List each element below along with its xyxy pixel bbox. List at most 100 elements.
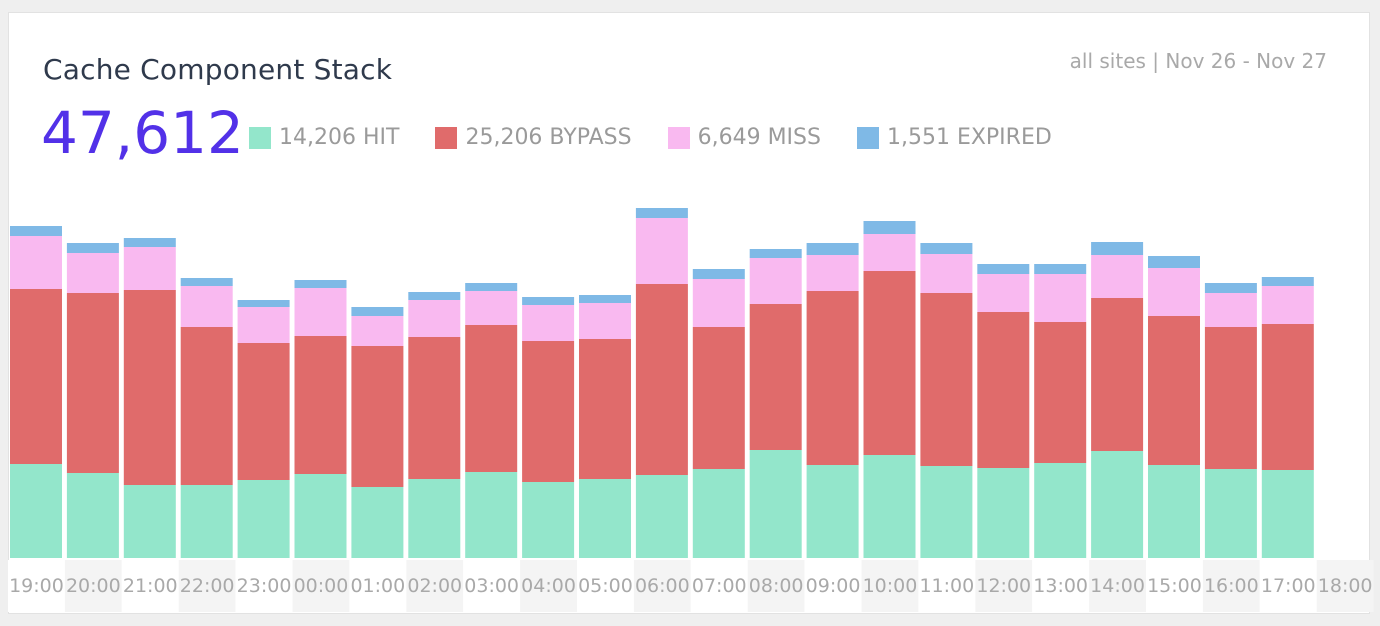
x-tick-label: 14:00 [1090,575,1145,597]
bar-segment-bypass[interactable] [123,290,176,485]
bar-segment-hit[interactable] [977,468,1030,558]
bar-segment-miss[interactable] [692,279,745,327]
bar-segment-hit[interactable] [465,472,518,558]
bar-segment-miss[interactable] [10,236,62,289]
bar-segment-hit[interactable] [123,485,176,558]
bar-segment-expired[interactable] [579,295,631,303]
bar-segment-expired[interactable] [863,221,916,234]
bar-segment-miss[interactable] [66,253,119,293]
bar-segment-miss[interactable] [579,303,631,339]
bar-segment-expired[interactable] [920,243,973,254]
bar-segment-expired[interactable] [351,307,404,316]
bar-segment-expired[interactable] [806,243,859,255]
bar-segment-hit[interactable] [10,464,62,558]
bar-segment-expired[interactable] [10,226,62,236]
bar-segment-bypass[interactable] [635,284,688,475]
bar-segment-hit[interactable] [635,475,688,558]
bar-segment-expired[interactable] [123,238,176,247]
bar-segment-bypass[interactable] [294,336,347,474]
bar-segment-hit[interactable] [1204,469,1257,558]
bar-segment-miss[interactable] [1091,255,1144,298]
bar-segment-miss[interactable] [635,218,688,284]
bar-segment-miss[interactable] [123,247,176,290]
bar-segment-miss[interactable] [522,305,575,341]
bar-segment-miss[interactable] [180,286,233,327]
bar-segment-bypass[interactable] [920,293,973,466]
bar-segment-expired[interactable] [294,280,347,288]
legend-item-hit[interactable]: 14,206 HIT [249,125,399,150]
bar-segment-hit[interactable] [408,479,461,558]
bar-segment-miss[interactable] [1261,286,1314,324]
bar-segment-expired[interactable] [1091,242,1144,255]
legend-item-expired[interactable]: 1,551 EXPIRED [856,125,1052,150]
bar-segment-expired[interactable] [692,269,745,279]
bar-segment-bypass[interactable] [10,289,62,464]
bar-segment-hit[interactable] [351,487,404,558]
bar-segment-bypass[interactable] [579,339,631,479]
bar-segment-expired[interactable] [1204,283,1257,293]
bar-segment-hit[interactable] [692,469,745,558]
bar-segment-miss[interactable] [806,255,859,291]
bar-segment-miss[interactable] [1148,268,1200,316]
bar-segment-bypass[interactable] [1204,327,1257,469]
bar-segment-bypass[interactable] [180,327,233,485]
bar-segment-expired[interactable] [635,208,688,218]
bar-segment-bypass[interactable] [749,304,802,450]
bar-segment-expired[interactable] [977,264,1030,274]
bar-segment-miss[interactable] [351,316,404,346]
bar-segment-bypass[interactable] [1091,298,1144,451]
bar-segment-bypass[interactable] [351,346,404,487]
bar-segment-expired[interactable] [465,283,518,291]
bar-segment-bypass[interactable] [1148,316,1200,465]
bar-segment-miss[interactable] [977,274,1030,312]
bar-segment-expired[interactable] [66,243,119,253]
legend-item-bypass[interactable]: 25,206 BYPASS [435,125,632,150]
bar-segment-hit[interactable] [806,465,859,558]
bar-segment-bypass[interactable] [1261,324,1314,470]
bar-segment-hit[interactable] [180,485,233,558]
bar-segment-hit[interactable] [1261,470,1314,558]
date-range-label[interactable]: all sites | Nov 26 - Nov 27 [1069,49,1327,73]
bar-segment-hit[interactable] [66,473,119,558]
bar-segment-expired[interactable] [180,278,233,286]
bar-segment-miss[interactable] [920,254,973,293]
bar-segment-bypass[interactable] [977,312,1030,468]
bar-segment-expired[interactable] [237,300,290,307]
x-tick-label: 15:00 [1147,575,1202,597]
bar-segment-bypass[interactable] [465,325,518,472]
bar-segment-hit[interactable] [579,479,631,558]
bar-segment-bypass[interactable] [66,293,119,473]
bar-segment-expired[interactable] [749,249,802,258]
bar-segment-hit[interactable] [1091,451,1144,558]
bar-segment-bypass[interactable] [1034,322,1087,463]
bar-segment-hit[interactable] [522,482,575,558]
bar-segment-bypass[interactable] [692,327,745,469]
bar-segment-bypass[interactable] [806,291,859,465]
bar-segment-bypass[interactable] [408,337,461,479]
bar-segment-miss[interactable] [465,291,518,325]
bar-segment-expired[interactable] [1148,256,1200,268]
bar-segment-hit[interactable] [294,474,347,558]
bar-segment-hit[interactable] [1148,465,1200,558]
bar-segment-bypass[interactable] [863,271,916,455]
bar-segment-miss[interactable] [237,307,290,343]
bar-segment-miss[interactable] [1204,293,1257,327]
bar-segment-miss[interactable] [294,288,347,336]
bar-segment-hit[interactable] [237,480,290,558]
bar-segment-hit[interactable] [1034,463,1087,558]
bar-segment-expired[interactable] [408,292,461,300]
bar-segment-miss[interactable] [749,258,802,304]
x-tick-band [747,560,805,612]
bar-segment-hit[interactable] [863,455,916,558]
bar-segment-bypass[interactable] [522,341,575,482]
bar-segment-expired[interactable] [1261,277,1314,286]
legend-item-miss[interactable]: 6,649 MISS [667,125,821,150]
bar-segment-miss[interactable] [408,300,461,337]
bar-segment-bypass[interactable] [237,343,290,480]
bar-segment-hit[interactable] [920,466,973,558]
bar-segment-expired[interactable] [1034,264,1087,274]
bar-segment-hit[interactable] [749,450,802,558]
bar-segment-miss[interactable] [863,234,916,271]
bar-segment-miss[interactable] [1034,274,1087,322]
bar-segment-expired[interactable] [522,297,575,305]
